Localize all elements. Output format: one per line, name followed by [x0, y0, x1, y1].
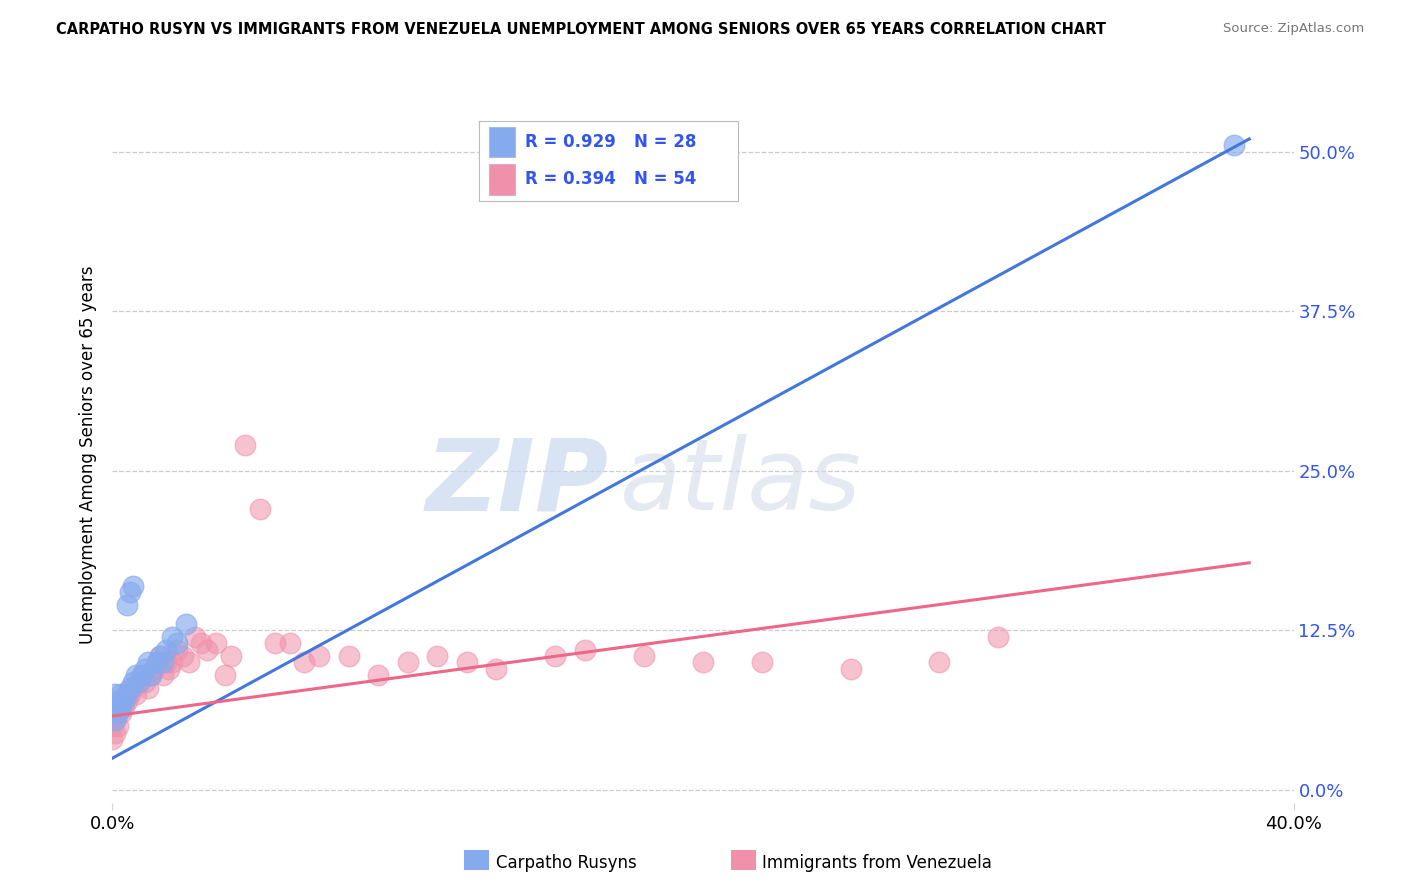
Point [426, 648, 449, 663]
Text: Source: ZipAtlas.com: Source: ZipAtlas.com [1223, 22, 1364, 36]
Point [987, 630, 1010, 644]
Point [928, 656, 950, 670]
Point [125, 668, 148, 682]
Point [219, 648, 242, 663]
Point [122, 674, 145, 689]
Text: R = 0.394: R = 0.394 [526, 170, 616, 188]
Point [110, 687, 132, 701]
Point [104, 713, 127, 727]
Point [179, 656, 201, 670]
Point [172, 648, 194, 663]
Point [292, 656, 315, 670]
Point [839, 662, 862, 676]
Text: N = 54: N = 54 [634, 170, 697, 188]
Point [112, 700, 135, 714]
Point [110, 706, 132, 721]
Text: R = 0.929: R = 0.929 [526, 133, 616, 151]
Point [136, 656, 159, 670]
Point [110, 700, 132, 714]
Point [544, 648, 567, 663]
Point [134, 662, 156, 676]
Point [122, 579, 145, 593]
Point [104, 687, 127, 701]
Point [117, 687, 138, 701]
Point [233, 438, 256, 452]
Point [195, 642, 218, 657]
Point [249, 502, 271, 516]
Point [117, 694, 138, 708]
Text: N = 28: N = 28 [634, 133, 697, 151]
Point [104, 713, 127, 727]
Point [485, 662, 508, 676]
Point [122, 681, 145, 695]
Point [149, 648, 172, 663]
Point [160, 630, 183, 644]
Point [131, 668, 153, 682]
Point [134, 674, 156, 689]
Point [160, 656, 183, 670]
Point [278, 636, 301, 650]
Text: atlas: atlas [620, 434, 862, 532]
Point [128, 674, 150, 689]
Text: Immigrants from Venezuela: Immigrants from Venezuela [762, 854, 991, 871]
Point [367, 668, 389, 682]
Point [107, 700, 129, 714]
Point [125, 687, 148, 701]
Point [174, 617, 197, 632]
Point [214, 668, 236, 682]
Point [107, 694, 129, 708]
Y-axis label: Unemployment Among Seniors over 65 years: Unemployment Among Seniors over 65 years [79, 266, 97, 644]
Point [146, 656, 169, 670]
Point [139, 668, 162, 682]
Text: ZIP: ZIP [426, 434, 609, 532]
Point [107, 719, 129, 733]
Point [120, 585, 142, 599]
Text: Carpatho Rusyns: Carpatho Rusyns [496, 854, 637, 871]
Point [136, 681, 159, 695]
Point [104, 700, 127, 714]
Point [166, 642, 188, 657]
Point [184, 630, 207, 644]
Point [337, 648, 360, 663]
Point [574, 642, 596, 657]
Point [308, 648, 330, 663]
Point [633, 648, 655, 663]
Point [205, 636, 228, 650]
Point [142, 662, 165, 676]
Point [107, 706, 129, 721]
Point [128, 674, 150, 689]
Point [155, 656, 177, 670]
Bar [489, 127, 515, 157]
Point [120, 687, 142, 701]
Point [139, 668, 162, 682]
Point [117, 598, 138, 612]
Point [155, 642, 177, 657]
Point [104, 725, 127, 739]
Point [112, 694, 135, 708]
Text: CARPATHO RUSYN VS IMMIGRANTS FROM VENEZUELA UNEMPLOYMENT AMONG SENIORS OVER 65 Y: CARPATHO RUSYN VS IMMIGRANTS FROM VENEZU… [56, 22, 1107, 37]
Point [146, 656, 169, 670]
Point [456, 656, 478, 670]
Point [131, 668, 153, 682]
Point [101, 731, 124, 746]
Point [101, 719, 124, 733]
Bar [489, 164, 515, 194]
Point [152, 656, 174, 670]
Point [264, 636, 287, 650]
Point [692, 656, 714, 670]
Point [149, 648, 172, 663]
Point [152, 668, 174, 682]
Point [1223, 138, 1246, 153]
Point [157, 662, 180, 676]
Point [751, 656, 773, 670]
Point [120, 681, 142, 695]
Point [110, 694, 132, 708]
Point [190, 636, 212, 650]
Point [166, 636, 188, 650]
Point [396, 656, 419, 670]
